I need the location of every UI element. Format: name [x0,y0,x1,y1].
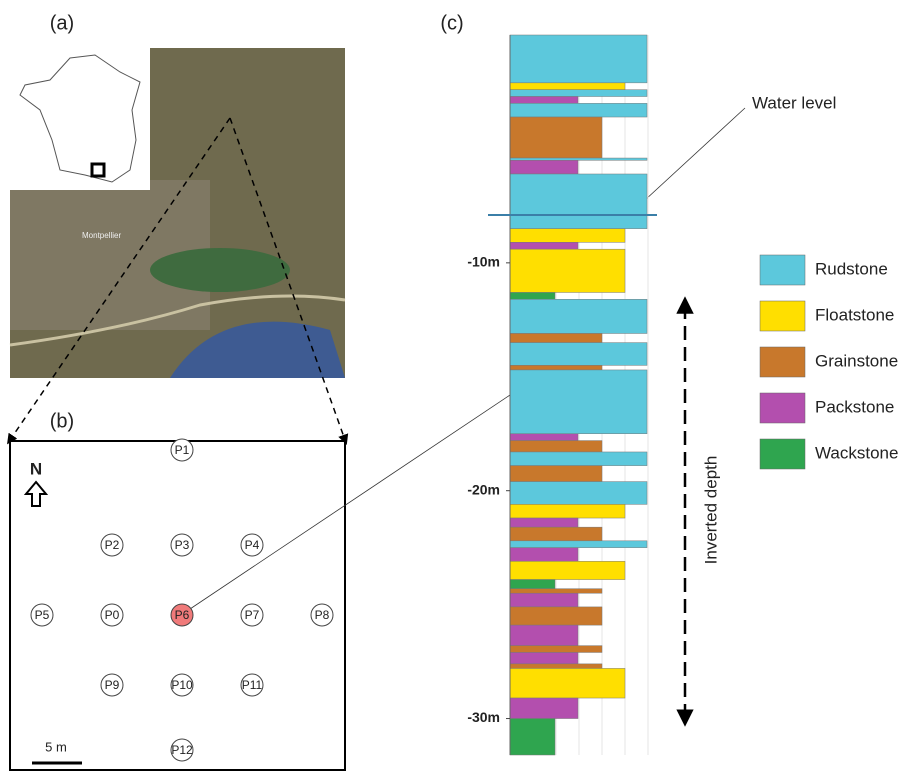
well-label: P5 [35,608,50,622]
layer [509,668,626,699]
legend-swatch [759,346,806,378]
layer [509,242,579,250]
map-coast [9,294,346,347]
layer [509,333,603,343]
layer [509,433,579,441]
layer [509,579,556,589]
layer [509,606,603,626]
well-label: P11 [242,678,263,692]
map-lagoon [150,248,290,292]
well-label: P6 [175,608,190,622]
well-label: P9 [105,678,120,692]
north-arrow [23,480,49,507]
layer [509,89,648,97]
well-label: P12 [171,743,193,757]
layer [509,588,603,594]
well-marker [240,533,264,557]
legend-swatch [759,254,806,286]
layer [509,292,556,300]
layer [509,697,579,719]
well-label: P10 [171,678,193,692]
layer [509,624,579,646]
well-label: P0 [105,608,120,622]
well-marker [240,603,264,627]
layer [509,82,626,90]
well-label: P3 [175,538,190,552]
layer [509,663,603,669]
legend-swatch [759,438,806,470]
layer [509,34,648,84]
layer [509,592,579,608]
layer [509,160,579,175]
panel-label: (b) [50,410,74,432]
well-marker [170,673,194,697]
layer [509,299,648,334]
layer [509,342,648,366]
layer [509,645,603,653]
legend-label: Floatstone [815,305,894,324]
well-marker [100,533,124,557]
layer [509,116,603,159]
layer [509,103,648,118]
well-marker [240,673,264,697]
legend-label: Packstone [815,397,894,416]
france-outline [19,54,141,183]
zoom-line [7,117,231,445]
layer [509,96,579,104]
panel-label: (c) [440,12,463,34]
layer [509,173,648,229]
well-marker [170,533,194,557]
layer [509,718,556,756]
legend-swatch [759,392,806,424]
layer [509,228,626,243]
layer [509,465,603,482]
panel-label: (a) [50,12,74,34]
well-label: P2 [105,538,120,552]
layer [509,481,648,505]
layer [509,504,626,519]
north-label: N [30,459,42,478]
well-marker [100,603,124,627]
water-leader [631,107,746,213]
well-label: P7 [245,608,260,622]
map-sea [170,321,345,378]
layer [509,365,603,371]
layer [509,540,648,548]
layer [509,517,579,528]
depth-label: -30m [467,709,500,725]
layer [509,652,579,665]
well-marker [170,438,194,462]
well-marker [100,673,124,697]
scale-label: 5 m [45,739,67,754]
legend-label: Wackstone [815,443,898,462]
well-label: P8 [315,608,330,622]
layer [509,561,626,580]
map-city: Montpellier [82,231,121,240]
depth-axis-label: Inverted depth [701,456,720,565]
well-marker [30,603,54,627]
layer [509,451,648,466]
depth-label: -10m [467,254,500,270]
layer [509,248,626,293]
legend-swatch [759,300,806,332]
legend-label: Grainstone [815,351,898,370]
well-label: P4 [245,538,260,552]
link-line [189,394,511,610]
well-label: P1 [175,443,190,457]
zoom-line [229,117,349,445]
layer [509,369,648,434]
depth-label: -20m [467,481,500,497]
layer [509,526,603,542]
layer [509,440,603,453]
well-marker [310,603,334,627]
well-marker [170,603,194,627]
water-label: Water level [752,93,836,112]
legend-label: Rudstone [815,259,888,278]
layer [509,157,648,161]
well-marker [170,738,194,762]
location-box [90,162,106,178]
layer [509,547,579,562]
